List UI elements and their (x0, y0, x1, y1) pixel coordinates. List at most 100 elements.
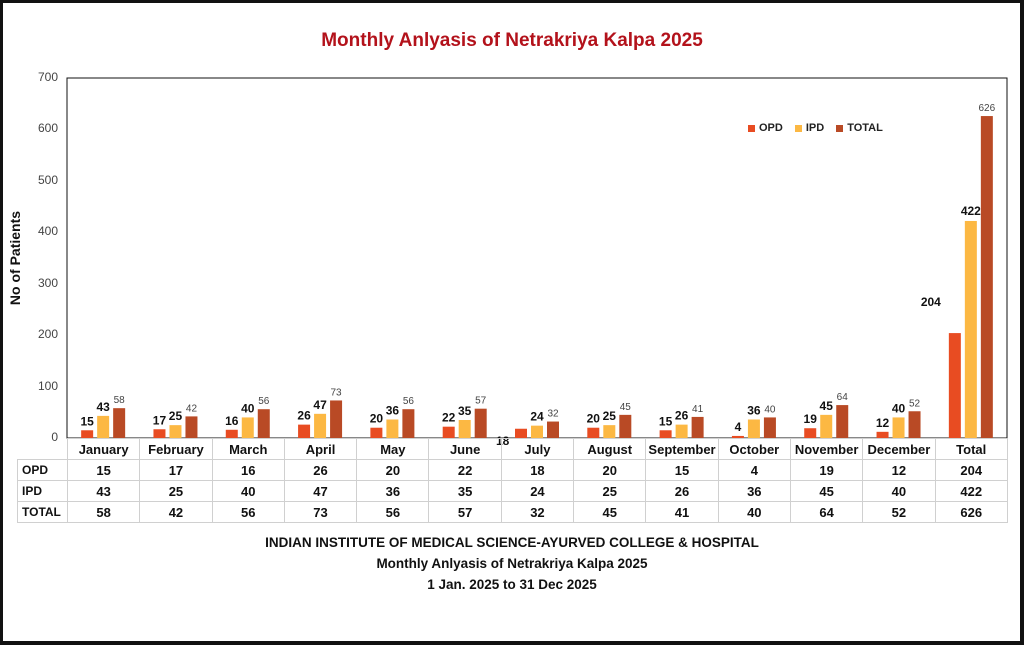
table-cell: 36 (718, 481, 790, 502)
legend-swatch-total (836, 125, 843, 132)
data-label-ipd-february: 25 (169, 409, 183, 423)
table-cell: 56 (212, 502, 284, 523)
table-cell: 42 (140, 502, 212, 523)
table-row-total: TOTAL 58 42 56 73 56 57 32 45 41 40 64 52 626 (18, 502, 1008, 523)
legend-label-ipd: IPD (806, 122, 824, 134)
legend-item-total: TOTAL (836, 122, 883, 134)
data-label-total-september: 41 (692, 404, 704, 415)
bar-total-september (692, 417, 704, 438)
data-label-opd-may: 20 (370, 412, 384, 426)
data-label-ipd-october: 36 (747, 403, 761, 417)
table-cell: 20 (357, 460, 429, 481)
data-label-total-march: 56 (258, 396, 270, 407)
table-cell: 26 (284, 460, 356, 481)
bar-ipd-january (97, 416, 109, 438)
bar-total-january (113, 408, 125, 438)
legend-label-opd: OPD (759, 122, 783, 134)
table-cell: 57 (429, 502, 501, 523)
table-column-header: February (140, 439, 212, 460)
data-label-ipd-september: 26 (675, 409, 689, 423)
bar-ipd-september (676, 425, 688, 438)
table-cell: 12 (863, 460, 935, 481)
bar-total-november (836, 405, 848, 438)
table-row-ipd: IPD 43 25 40 47 36 35 24 25 26 36 45 40 422 (18, 481, 1008, 502)
bar-total-july (547, 422, 559, 438)
bar-ipd-april (314, 414, 326, 438)
data-label-opd-february: 17 (153, 413, 167, 427)
data-label-ipd-june: 35 (458, 404, 472, 418)
data-label-ipd-november: 45 (820, 399, 834, 413)
bar-ipd-june (459, 420, 471, 438)
data-label-total-november: 64 (837, 392, 849, 403)
legend-label-total: TOTAL (847, 122, 883, 134)
bar-opd-september (660, 430, 672, 438)
table-cell: 32 (501, 502, 573, 523)
data-label-opd-total: 204 (921, 295, 941, 309)
bar-ipd-october (748, 419, 760, 438)
bar-opd-february (153, 429, 165, 438)
table-cell: 40 (718, 502, 790, 523)
data-label-total-august: 45 (620, 402, 632, 413)
bar-opd-january (81, 430, 93, 438)
data-label-total-june: 57 (475, 396, 487, 407)
table-corner (18, 439, 68, 460)
footer-subtitle: Monthly Anlyasis of Netrakriya Kalpa 202… (0, 556, 1024, 571)
bar-total-march (258, 409, 270, 438)
table-cell: 52 (863, 502, 935, 523)
table-column-header: January (68, 439, 140, 460)
data-label-ipd-may: 36 (386, 403, 400, 417)
table-column-header: November (790, 439, 862, 460)
table-cell: 422 (935, 481, 1007, 502)
data-label-ipd-april: 47 (313, 398, 327, 412)
bar-ipd-july (531, 426, 543, 438)
data-label-total-july: 32 (547, 409, 559, 420)
data-label-opd-september: 15 (659, 414, 673, 428)
bar-total-total (981, 116, 993, 438)
table-column-header: August (574, 439, 646, 460)
table-row-label: IPD (18, 481, 68, 502)
legend: OPD IPD TOTAL (748, 122, 883, 134)
table-cell: 36 (357, 481, 429, 502)
bar-opd-june (443, 427, 455, 438)
table-cell: 56 (357, 502, 429, 523)
data-label-total-february: 42 (186, 403, 198, 414)
data-label-opd-march: 16 (225, 414, 239, 428)
bar-total-may (402, 409, 414, 438)
bar-total-february (185, 416, 197, 438)
table-cell: 19 (790, 460, 862, 481)
data-label-total-october: 40 (764, 404, 776, 415)
table-cell: 25 (140, 481, 212, 502)
bar-ipd-march (242, 417, 254, 438)
bar-total-april (330, 400, 342, 438)
bar-total-august (619, 415, 631, 438)
bar-total-october (764, 417, 776, 438)
data-label-opd-april: 26 (297, 409, 311, 423)
table-column-header: Total (935, 439, 1007, 460)
legend-item-opd: OPD (748, 122, 783, 134)
bar-opd-august (587, 428, 599, 438)
table-cell: 15 (646, 460, 718, 481)
table-column-header: April (284, 439, 356, 460)
data-label-opd-october: 4 (735, 420, 742, 434)
table-cell: 17 (140, 460, 212, 481)
bar-ipd-november (820, 415, 832, 438)
table-cell: 47 (284, 481, 356, 502)
data-label-opd-august: 20 (587, 412, 601, 426)
table-cell: 20 (574, 460, 646, 481)
table-column-header: September (646, 439, 718, 460)
data-label-opd-january: 15 (80, 414, 94, 428)
legend-item-ipd: IPD (795, 122, 824, 134)
data-label-total-total: 626 (979, 103, 996, 114)
data-label-opd-december: 12 (876, 416, 890, 430)
bar-ipd-august (603, 425, 615, 438)
table-cell: 58 (68, 502, 140, 523)
bar-opd-march (226, 430, 238, 438)
table-cell: 24 (501, 481, 573, 502)
table-cell: 626 (935, 502, 1007, 523)
data-label-ipd-july: 24 (530, 410, 544, 424)
table-cell: 18 (501, 460, 573, 481)
table-cell: 73 (284, 502, 356, 523)
table-cell: 4 (718, 460, 790, 481)
data-label-total-april: 73 (331, 387, 343, 398)
data-label-ipd-march: 40 (241, 401, 255, 415)
